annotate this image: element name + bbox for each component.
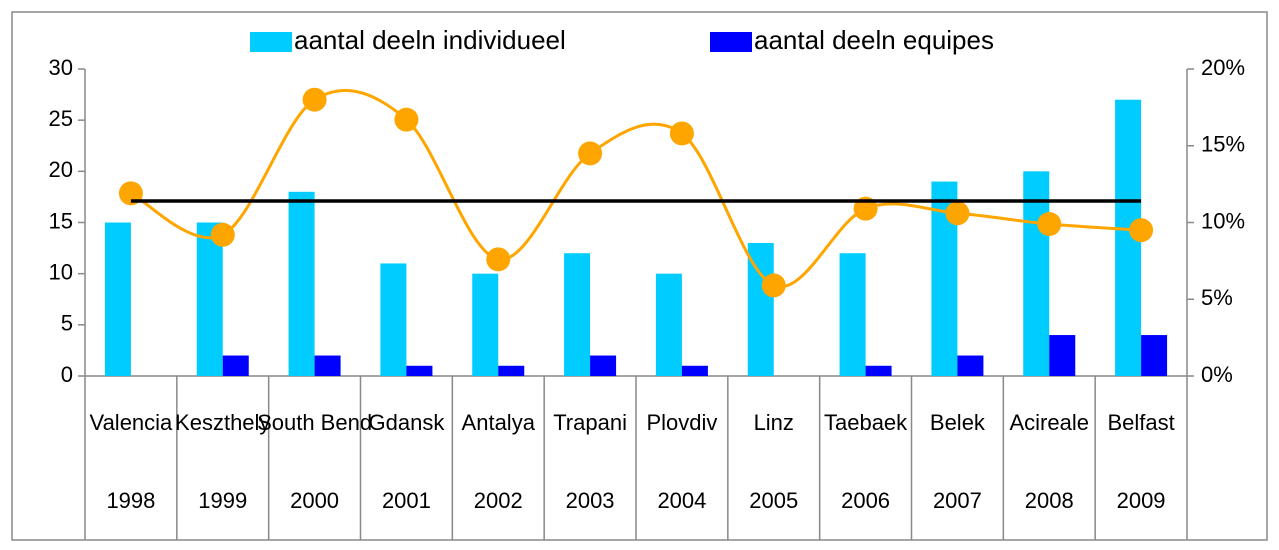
y-tick-label: 20 <box>49 157 73 182</box>
x-tick-label: Belfast <box>1107 410 1174 435</box>
line-marker <box>210 222 235 247</box>
x-tick-label: South Bend <box>257 410 372 435</box>
bar <box>655 273 682 376</box>
bar <box>1023 171 1050 376</box>
x-group-label: 1998 <box>106 488 155 513</box>
x-group-label: 2001 <box>382 488 431 513</box>
x-tick-label: Linz <box>754 410 794 435</box>
line-marker <box>578 141 603 166</box>
bar <box>564 253 591 376</box>
bar <box>1141 335 1168 376</box>
y-tick-label: 15 <box>49 208 73 233</box>
bar <box>747 242 774 376</box>
legend-swatch <box>710 32 752 52</box>
bar <box>681 365 708 376</box>
line-marker <box>761 273 786 298</box>
x-group-label: 2006 <box>841 488 890 513</box>
x-group-label: 2009 <box>1117 488 1166 513</box>
x-group-label: 2004 <box>657 488 706 513</box>
x-group-label: 2007 <box>933 488 982 513</box>
legend-swatch <box>250 32 292 52</box>
line-marker <box>945 201 970 226</box>
y2-tick-label: 10% <box>1201 208 1245 233</box>
x-group-label: 2002 <box>474 488 523 513</box>
line-marker <box>1129 218 1154 243</box>
x-group-label: 2005 <box>749 488 798 513</box>
legend-label: aantal deeln equipes <box>754 25 994 55</box>
y-tick-label: 25 <box>49 106 73 131</box>
x-tick-label: Keszthely <box>175 410 270 435</box>
x-tick-label: Gdansk <box>369 410 446 435</box>
bar <box>222 355 249 376</box>
line-marker <box>302 87 327 112</box>
x-tick-label: Taebaek <box>824 410 908 435</box>
bar <box>957 355 984 376</box>
bar <box>314 355 341 376</box>
bar <box>472 273 499 376</box>
bar <box>1049 335 1076 376</box>
y2-tick-label: 20% <box>1201 55 1245 80</box>
x-tick-label: Acireale <box>1010 410 1089 435</box>
bar <box>839 253 866 376</box>
y-tick-label: 30 <box>49 55 73 80</box>
x-group-label: 2003 <box>566 488 615 513</box>
x-tick-label: Plovdiv <box>646 410 717 435</box>
line-marker <box>394 107 419 132</box>
bar <box>406 365 433 376</box>
bar <box>590 355 617 376</box>
line-marker <box>486 247 511 272</box>
x-group-label: 2008 <box>1025 488 1074 513</box>
x-tick-label: Belek <box>930 410 986 435</box>
x-group-label: 2000 <box>290 488 339 513</box>
x-group-label: 1999 <box>198 488 247 513</box>
y-tick-label: 0 <box>61 362 73 387</box>
x-tick-label: Antalya <box>462 410 536 435</box>
y2-tick-label: 5% <box>1201 285 1233 310</box>
bar <box>288 191 315 376</box>
x-tick-label: Trapani <box>553 410 627 435</box>
legend-label: aantal deeln individueel <box>294 25 566 55</box>
y-tick-label: 10 <box>49 259 73 284</box>
bar <box>865 365 892 376</box>
line-marker <box>1037 212 1062 237</box>
bar <box>498 365 525 376</box>
bar <box>104 222 131 376</box>
bar <box>196 222 223 376</box>
y2-tick-label: 15% <box>1201 132 1245 157</box>
x-tick-label: Valencia <box>90 410 174 435</box>
y2-tick-label: 0% <box>1201 362 1233 387</box>
line-marker <box>669 121 694 146</box>
y-tick-label: 5 <box>61 311 73 336</box>
bar <box>380 263 407 376</box>
